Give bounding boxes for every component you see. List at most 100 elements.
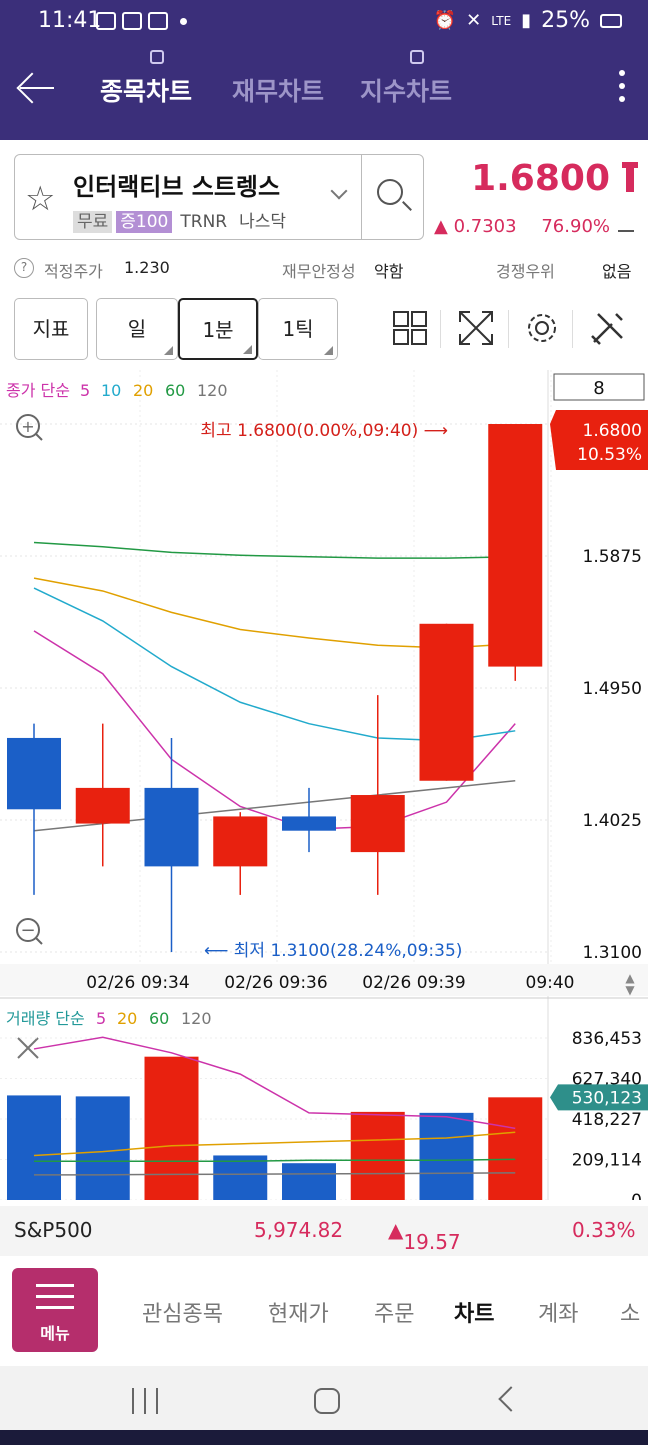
period-tick-button[interactable]: 1틱: [258, 298, 338, 360]
volume-ma-line-60: [34, 1158, 516, 1163]
nav-quote[interactable]: 현재가: [268, 1302, 329, 1327]
tag-ticker: TRNR: [180, 212, 228, 232]
system-navigation: [0, 1366, 648, 1430]
count-box-text: 8: [593, 378, 604, 399]
count-box: [553, 373, 645, 401]
dash-icon: [618, 230, 634, 232]
index-pct: 0.33%: [572, 1218, 636, 1242]
volume-tick-label: 209,114: [572, 1150, 642, 1170]
status-bar: 11:41 ⏰ ✕ LTE ▮ 25%: [0, 0, 648, 44]
volume-bar: [213, 1155, 268, 1200]
price-chart[interactable]: 종가 단순 5 10 20 60 120 8 + − 최고 1.6800(0.00%,09:40)…: [0, 370, 648, 1200]
last-volume-marker: [550, 1084, 648, 1111]
price-change-value: 0.7303: [453, 216, 517, 237]
nav-order[interactable]: 주문: [374, 1302, 415, 1327]
volume-legend-item: 20: [117, 1009, 137, 1028]
indicator-button[interactable]: 지표: [14, 298, 88, 360]
last-price-label: 1.6800: [583, 421, 642, 441]
fullscreen-icon[interactable]: [458, 310, 494, 346]
y-tick-label: 1.4025: [583, 811, 642, 831]
x-axis-band: [0, 964, 648, 996]
volume-bar: [350, 1111, 405, 1200]
index-ticker-bar[interactable]: S&P500 5,974.82 ▲ 19.57 0.33%: [0, 1206, 648, 1256]
volume-ma-line-20: [33, 1131, 516, 1157]
stock-info-row: ? 적정주가 1.230 재무안정성 약함 경쟁우위 없음: [14, 256, 634, 282]
volume-legend-prefix: 거래량 단순: [6, 1009, 85, 1028]
last-pct-label: 10.53%: [577, 445, 642, 465]
period-tick-label: 1틱: [282, 317, 314, 341]
legend-item: 10: [101, 381, 121, 400]
nav-more[interactable]: 소: [620, 1302, 641, 1327]
popup-icon: [410, 50, 424, 64]
candle-body: [75, 787, 130, 824]
period-day-button[interactable]: 일: [96, 298, 178, 360]
battery-text: 25%: [541, 8, 590, 33]
volume-tick-label: 0: [631, 1191, 642, 1200]
menu-button[interactable]: 메뉴: [12, 1268, 98, 1352]
star-icon[interactable]: ☆: [25, 179, 56, 219]
candle-body: [350, 795, 405, 853]
volume-bar: [282, 1163, 336, 1200]
competitive-value: 없음: [602, 262, 632, 281]
lte-label: LTE: [491, 13, 512, 28]
nav-chart[interactable]: 차트: [454, 1302, 495, 1327]
tag-margin: 증100: [116, 211, 173, 233]
legend-prefix: 종가 단순: [6, 381, 70, 400]
layout-grid-icon[interactable]: [392, 310, 428, 346]
help-icon[interactable]: ?: [14, 258, 34, 278]
legend-item: 60: [165, 381, 185, 400]
ma-line-60: [33, 541, 516, 559]
volume-tick-label: 418,227: [572, 1110, 642, 1130]
back-nav-icon[interactable]: [498, 1386, 524, 1412]
period-minute-button[interactable]: 1분: [178, 298, 258, 360]
chart-canvas[interactable]: 종가 단순 5 10 20 60 120 8 + − 최고 1.6800(0.00%,09:40)…: [0, 370, 648, 1200]
signal-icon: ▮: [521, 10, 532, 31]
current-price: 1.6800: [471, 158, 610, 199]
price-bar-icon: [622, 162, 638, 192]
x-tick-label: 02/26 09:34: [86, 973, 189, 993]
chevron-down-icon[interactable]: [330, 182, 348, 200]
candle-body: [144, 787, 199, 867]
back-arrow-icon[interactable]: [18, 70, 54, 106]
tab-index-chart[interactable]: 지수차트: [360, 50, 452, 108]
legend-item: 5: [80, 381, 90, 400]
settings-gear-icon[interactable]: [524, 310, 560, 346]
popup-icon: [150, 50, 164, 64]
period-day-label: 일: [127, 317, 147, 341]
calendar-26-icon: [122, 12, 142, 30]
candle-body: [7, 737, 61, 810]
toolbar-divider: [572, 310, 573, 348]
volume-legend-item: 5: [96, 1009, 106, 1028]
nav-watchlist[interactable]: 관심종목: [142, 1302, 223, 1327]
legend-item: 20: [133, 381, 153, 400]
volume-tick-label: 836,453: [572, 1029, 642, 1049]
recent-apps-icon[interactable]: [132, 1388, 160, 1414]
tab-financial-chart[interactable]: 재무차트: [232, 72, 324, 108]
battery-icon: [600, 13, 622, 28]
candle-body: [213, 816, 268, 867]
tools-icon[interactable]: [590, 310, 626, 346]
search-icon[interactable]: [377, 179, 403, 205]
toolbar-divider: [440, 310, 441, 348]
volume-bar: [488, 1097, 543, 1200]
stock-selector[interactable]: ☆ 인터랙티브 스트렝스 무료 증100 TRNR 나스닥: [14, 154, 424, 240]
calendar-31-icon: [148, 12, 168, 30]
index-name: S&P500: [14, 1218, 93, 1242]
home-icon[interactable]: [314, 1388, 340, 1414]
hamburger-icon: [36, 1284, 74, 1317]
alarm-icon: ⏰: [433, 10, 457, 31]
nav-account[interactable]: 계좌: [538, 1302, 579, 1327]
x-tick-label: 02/26 09:36: [224, 973, 327, 993]
mute-icon: ✕: [466, 10, 482, 31]
x-tick-label: 09:40: [526, 973, 575, 993]
close-volume-icon: [17, 1037, 39, 1059]
scroll-down-icon: ▼: [625, 983, 635, 997]
tab-stock-chart[interactable]: 종목차트: [100, 50, 192, 108]
y-tick-label: 1.4950: [583, 679, 642, 699]
fair-price-label: 적정주가: [44, 262, 103, 281]
volume-bar: [7, 1095, 61, 1200]
volume-ma-line-5: [33, 1036, 516, 1130]
stock-name: 인터랙티브 스트렝스: [73, 173, 281, 201]
app-header: 11:41 ⏰ ✕ LTE ▮ 25% 종목차트: [0, 0, 648, 140]
more-menu-icon[interactable]: [618, 70, 626, 108]
